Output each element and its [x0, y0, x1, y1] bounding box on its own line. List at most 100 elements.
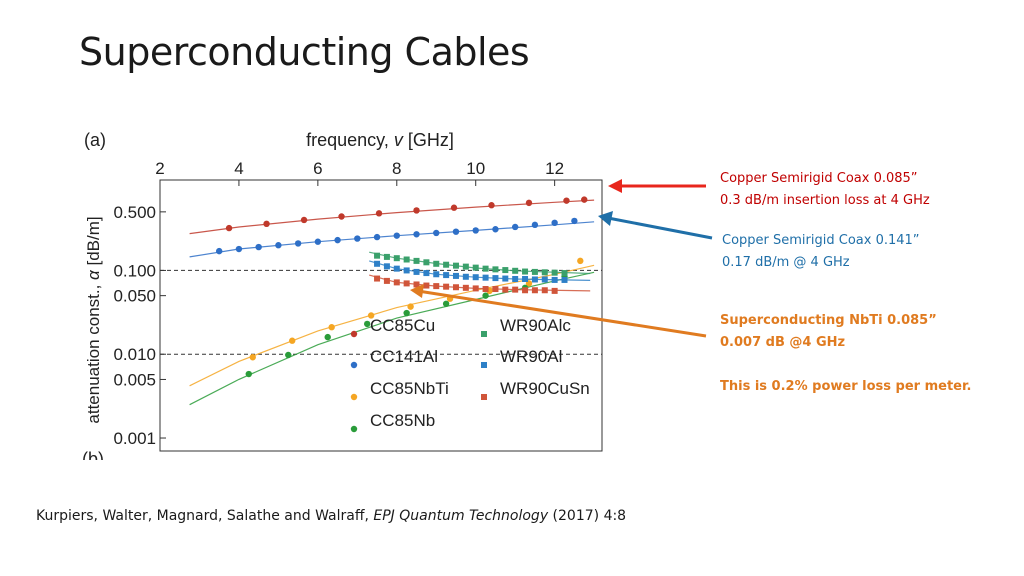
data-point-wr90alc: [443, 261, 450, 268]
data-point-cc85cu: [581, 196, 588, 203]
data-point-cc141al: [373, 233, 381, 241]
data-point-wr90alc: [413, 257, 420, 264]
legend-marker-cc85nb: [350, 425, 358, 433]
data-point-cc85cu: [413, 207, 420, 214]
data-point-wr90al: [531, 276, 538, 283]
data-point-cc85nb: [442, 300, 450, 307]
data-point-wr90alc: [482, 265, 489, 272]
data-point-wr90cusn: [443, 283, 450, 290]
data-point-wr90cusn: [502, 286, 509, 293]
data-point-cc141al: [452, 228, 460, 235]
data-point-wr90al: [433, 271, 440, 278]
data-point-cc85nb: [324, 333, 331, 341]
x-tick-label: 10: [466, 159, 485, 178]
data-point-wr90alc: [433, 260, 440, 267]
data-point-wr90al: [472, 274, 479, 281]
data-point-cc85nb: [363, 320, 371, 328]
legend-marker-wr90cusn: [481, 394, 487, 400]
legend-label-cc85cu: CC85Cu: [370, 316, 435, 335]
data-point-cc85cu: [450, 204, 458, 211]
legend-label-cc141al: CC141Al: [370, 347, 438, 366]
annotation-nbti-line2: 0.007 dB @4 GHz: [720, 335, 846, 350]
attenuation-chart: (a) frequency, v [GHz] attenuation const…: [80, 120, 610, 469]
data-point-cc141al: [531, 221, 539, 229]
data-point-cc141al: [511, 223, 519, 231]
data-point-cc85cu: [300, 216, 308, 224]
data-point-cc141al: [472, 227, 479, 234]
data-point-cc85cu: [563, 197, 570, 204]
data-point-wr90alc: [383, 253, 390, 260]
data-point-wr90alc: [374, 252, 381, 259]
data-point-wr90cusn: [462, 284, 469, 291]
y-tick-label: 0.005: [113, 370, 156, 389]
y-tick-label: 0.050: [113, 287, 156, 306]
data-point-wr90al: [393, 265, 400, 272]
legend-label-wr90al: WR90Al: [500, 347, 562, 366]
data-point-wr90cusn: [472, 285, 479, 292]
data-point-cc85nbti: [249, 354, 256, 361]
data-point-cc85nbti: [446, 295, 454, 302]
data-point-wr90al: [403, 267, 410, 274]
x-axis-title: frequency, v [GHz]: [306, 130, 454, 150]
data-point-wr90cusn: [383, 277, 390, 284]
x-tick-label: 8: [392, 159, 401, 178]
blue-arrow: [607, 216, 713, 240]
legend-label-cc85nbti: CC85NbTi: [370, 379, 449, 398]
axes-layer: 2 4 6 8 10 12 0.500 0.100 0.050 0.010 0.005 0.001: [113, 159, 602, 448]
data-point-wr90cusn: [531, 287, 538, 294]
x-tick-label: 2: [155, 159, 164, 178]
y-tick-label: 0.001: [113, 429, 156, 448]
data-point-wr90cusn: [482, 286, 489, 293]
citation-journal: EPJ Quantum Technology: [373, 508, 549, 524]
data-point-wr90cusn: [403, 280, 410, 287]
data-point-cc141al: [571, 217, 578, 225]
data-point-wr90cusn: [522, 287, 529, 294]
legend-marker-cc85cu: [350, 330, 358, 338]
data-point-wr90al: [413, 268, 420, 275]
data-point-wr90al: [383, 263, 390, 270]
legend-marker-wr90al: [481, 362, 487, 368]
y-axis-title: attenuation const., α [dB/m]: [84, 216, 103, 423]
data-point-cc85cu: [338, 213, 345, 220]
data-point-wr90al: [423, 270, 430, 277]
legend: CC85Cu CC141Al CC85NbTi CC85Nb WR90Alc WR90Al…: [350, 316, 590, 433]
data-point-wr90cusn: [512, 286, 519, 293]
data-point-wr90al: [482, 274, 489, 281]
data-point-wr90alc: [551, 269, 558, 276]
data-point-wr90alc: [462, 263, 469, 270]
data-point-cc85nb: [482, 292, 489, 299]
data-point-cc141al: [413, 231, 420, 238]
annotation-copper-085-line2: 0.3 dB/m insertion loss at 4 GHz: [720, 193, 930, 208]
data-point-cc141al: [334, 236, 341, 244]
data-point-wr90alc: [502, 267, 509, 274]
data-point-cc85cu: [263, 220, 270, 228]
citation: Kurpiers, Walter, Magnard, Salathe and W…: [36, 508, 626, 524]
data-point-cc85nb: [245, 370, 252, 378]
annotation-nbti-line3: This is 0.2% power loss per meter.: [720, 379, 972, 394]
annotation-copper-141: Copper Semirigid Coax 0.141” 0.17 dB/m @…: [722, 230, 920, 274]
data-point-wr90al: [541, 276, 548, 283]
data-point-cc85nbti: [367, 312, 375, 319]
x-tick-label: 6: [313, 159, 322, 178]
data-point-cc85cu: [488, 202, 495, 209]
panel-label: (a): [84, 130, 106, 150]
panel-b-label: (b): [82, 449, 104, 460]
data-point-cc85cu: [375, 210, 383, 217]
data-point-wr90al: [462, 273, 469, 280]
data-point-cc141al: [393, 232, 400, 239]
data-point-wr90cusn: [423, 282, 430, 289]
legend-marker-cc85nbti: [350, 393, 358, 401]
data-point-wr90cusn: [413, 281, 420, 288]
data-point-wr90al: [492, 275, 499, 282]
annotation-copper-141-line1: Copper Semirigid Coax 0.141”: [722, 233, 920, 248]
data-point-cc85nbti: [577, 257, 584, 265]
citation-authors: Kurpiers, Walter, Magnard, Salathe and W…: [36, 508, 374, 524]
data-point-cc141al: [314, 238, 322, 245]
legend-label-wr90alc: WR90Alc: [500, 316, 571, 335]
red-arrow-head: [608, 179, 622, 193]
data-point-cc141al: [215, 247, 223, 255]
data-point-wr90alc: [492, 266, 499, 273]
annotation-nbti-line1: Superconducting NbTi 0.085”: [720, 313, 937, 328]
data-point-cc141al: [433, 229, 440, 237]
data-point-wr90al: [443, 272, 450, 279]
